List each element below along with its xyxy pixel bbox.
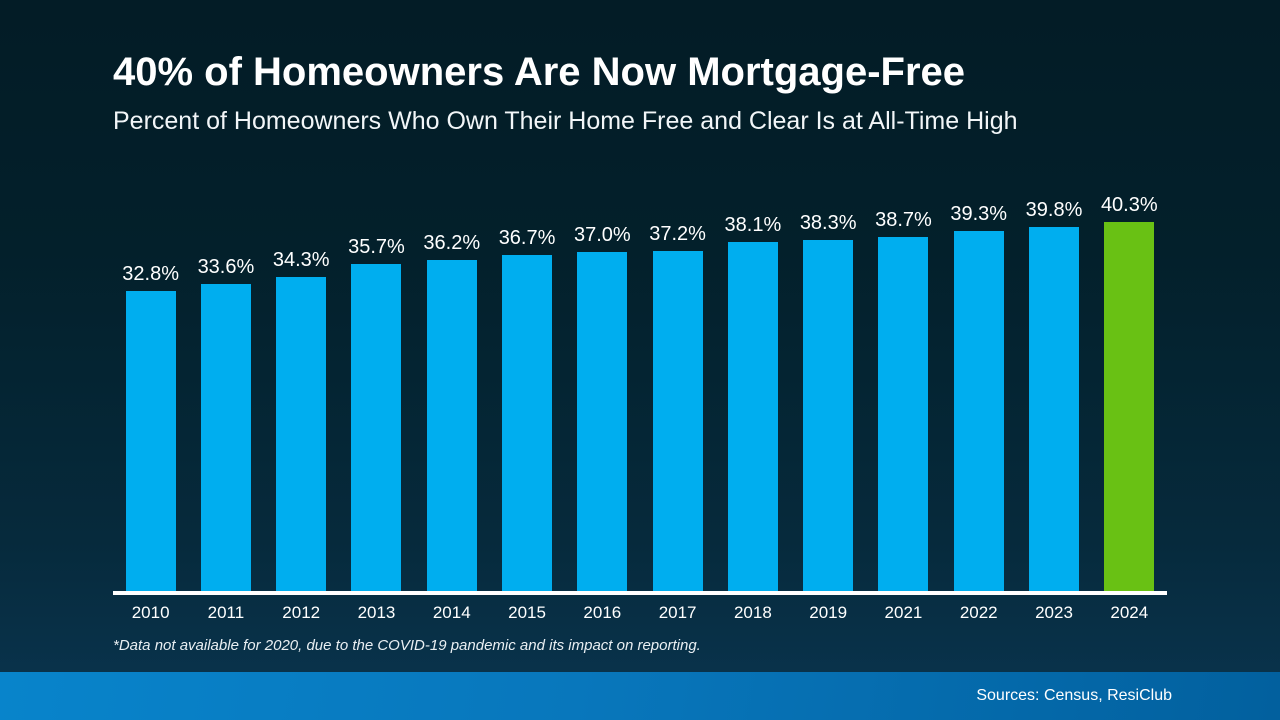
bar-2021	[878, 237, 929, 593]
x-axis-label-2022: 2022	[959, 603, 998, 622]
bar-value-label: 38.3%	[799, 212, 857, 234]
bar-column-2019: 38.3%	[791, 185, 866, 593]
bar-value-label: 33.6%	[197, 256, 255, 278]
bar-2018	[727, 242, 778, 593]
bar-2024	[1104, 222, 1155, 593]
bar-value-label: 39.8%	[1025, 199, 1083, 221]
sources-text: Sources: Census, ResiClub	[976, 687, 1172, 704]
page-subtitle: Percent of Homeowners Who Own Their Home…	[113, 107, 1018, 135]
page-title: 40% of Homeowners Are Now Mortgage-Free	[113, 50, 966, 94]
x-axis-label-2014: 2014	[432, 603, 471, 622]
bar-column-2015: 36.7%	[489, 185, 564, 593]
bar-2010	[125, 291, 176, 593]
x-axis-label-2018: 2018	[733, 603, 772, 622]
footer-band: Sources: Census, ResiClub	[0, 672, 1280, 720]
bar-value-label: 40.3%	[1100, 194, 1158, 216]
bar-value-label: 35.7%	[348, 236, 405, 258]
bar-value-label: 34.3%	[272, 249, 330, 271]
bar-value-label: 32.8%	[122, 263, 179, 285]
bar-2022	[953, 231, 1004, 593]
x-axis-label-2017: 2017	[658, 603, 697, 622]
footnote: *Data not available for 2020, due to the…	[113, 637, 701, 654]
bar-value-label: 39.3%	[950, 203, 1008, 225]
x-axis-labels: 2010 2011 2012 2013 2014 2015 2016 2017 2018 2019…	[113, 603, 1167, 623]
x-axis-label-2012: 2012	[282, 603, 321, 622]
bar-column-2013: 35.7%	[339, 185, 414, 593]
x-axis-label-2013: 2013	[357, 603, 396, 622]
bars-area: 32.8% 33.6% 34.3% 35.7% 36.2% 36.7% 37.0% 37.2%…	[113, 185, 1167, 593]
x-axis-line	[113, 591, 1167, 595]
bar-value-label: 36.7%	[498, 227, 556, 249]
bar-2011	[200, 284, 251, 593]
x-axis-label-2021: 2021	[884, 603, 923, 622]
bar-value-label: 37.0%	[573, 224, 631, 246]
bar-2023	[1029, 227, 1080, 593]
bar-2016	[577, 252, 628, 593]
bar-column-2011: 33.6%	[188, 185, 263, 593]
bar-column-2010: 32.8%	[113, 185, 188, 593]
x-axis-label-2010: 2010	[131, 603, 170, 622]
bar-2019	[803, 240, 854, 593]
bar-2015	[502, 255, 553, 593]
bar-2013	[351, 264, 402, 593]
bar-chart: 32.8% 33.6% 34.3% 35.7% 36.2% 36.7% 37.0% 37.2%…	[113, 185, 1167, 645]
bar-column-2023: 39.8%	[1016, 185, 1091, 593]
bar-column-2014: 36.2%	[414, 185, 489, 593]
x-axis-label-2011: 2011	[207, 603, 245, 622]
bar-value-label: 37.2%	[649, 223, 706, 245]
x-axis-label-2024: 2024	[1110, 603, 1149, 622]
x-axis-label-2023: 2023	[1035, 603, 1073, 622]
bar-2014	[426, 260, 477, 593]
bar-2017	[652, 251, 703, 593]
bar-column-2012: 34.3%	[264, 185, 339, 593]
x-axis-label-2016: 2016	[583, 603, 622, 622]
bar-column-2017: 37.2%	[640, 185, 715, 593]
bar-value-label: 36.2%	[423, 232, 481, 254]
bar-2012	[276, 277, 327, 593]
bar-column-2018: 38.1%	[715, 185, 790, 593]
bar-column-2024: 40.3%	[1092, 185, 1167, 593]
bar-column-2016: 37.0%	[565, 185, 640, 593]
bar-column-2022: 39.3%	[941, 185, 1016, 593]
bar-column-2021: 38.7%	[866, 185, 941, 593]
bar-value-label: 38.1%	[724, 214, 782, 236]
x-axis-label-2019: 2019	[809, 603, 848, 622]
x-axis-label-2015: 2015	[508, 603, 546, 622]
bar-value-label: 38.7%	[875, 209, 932, 231]
